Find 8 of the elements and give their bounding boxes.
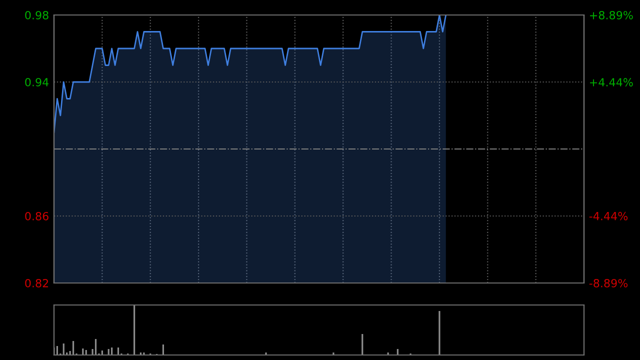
y-tick-label: 0.98 <box>25 10 48 20</box>
y2-tick-label: +4.44% <box>590 78 633 86</box>
y-tick-label: 0.86 <box>25 212 48 220</box>
y2-tick-label: -4.44% <box>589 212 628 220</box>
y2-tick-label: -8.89% <box>589 278 628 288</box>
y2-tick-label: +8.89% <box>590 10 633 20</box>
y-tick-label: 0.94 <box>25 78 49 86</box>
y-tick-label: 0.82 <box>25 278 48 288</box>
